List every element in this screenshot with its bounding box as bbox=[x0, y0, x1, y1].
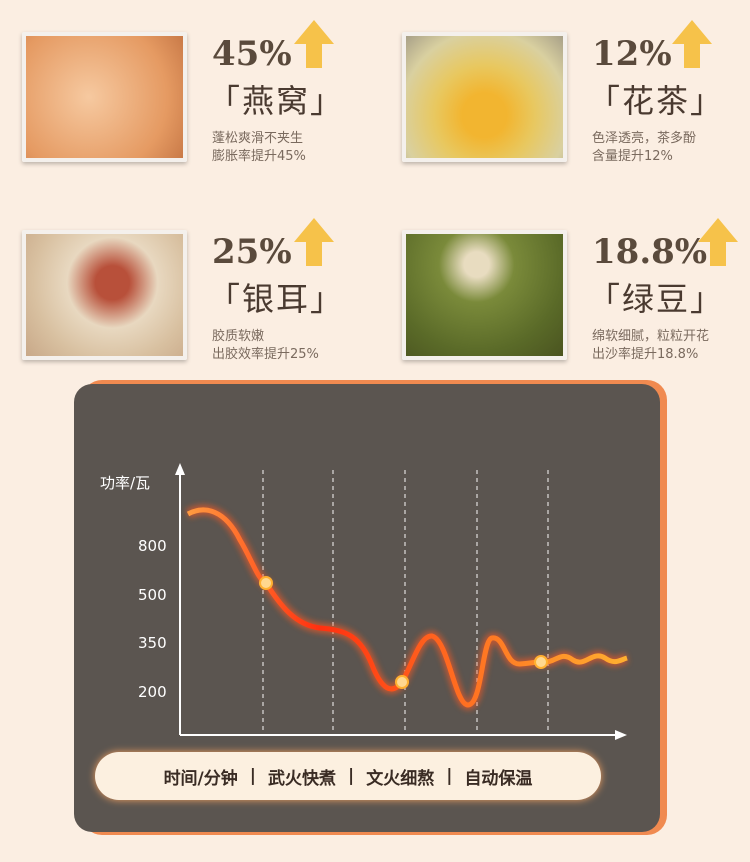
x-axis-arrow bbox=[615, 730, 627, 740]
up-arrow-icon bbox=[672, 20, 712, 68]
food-name: 「花茶」 bbox=[588, 82, 725, 120]
mung-beans-image bbox=[402, 230, 567, 360]
up-arrow-icon bbox=[294, 218, 334, 266]
x-axis-label: 时间/分钟 bbox=[163, 768, 238, 789]
desc-line: 出胶效率提升25% bbox=[212, 347, 319, 362]
food-name: 「燕窝」 bbox=[208, 82, 345, 120]
feature-white-fungus: 25% 「银耳」 胶质软嫩出胶效率提升25% bbox=[22, 218, 382, 370]
feature-flower-tea: 12% 「花茶」 色泽透亮，茶多酚 含量提升12% bbox=[402, 20, 750, 172]
phase-simmer: 文火细熬 bbox=[366, 768, 435, 789]
description: 蓬松爽滑不夹生 膨胀率提升45% bbox=[212, 130, 306, 166]
desc-line: 绵软细腻，粒粒开花 bbox=[592, 329, 710, 344]
description: 绵软细腻，粒粒开花 出沙率提升18.8% bbox=[592, 328, 709, 364]
desc-line: 蓬松爽滑不夹生 bbox=[212, 131, 304, 146]
y-tick: 350 bbox=[138, 634, 167, 652]
percent: 12% bbox=[592, 34, 672, 74]
y-tick: 800 bbox=[138, 537, 167, 555]
desc-line: 胶质软嫩 bbox=[212, 329, 265, 344]
up-arrow-icon bbox=[294, 20, 334, 68]
white-fungus-image bbox=[22, 230, 187, 360]
separator: | bbox=[348, 766, 355, 786]
percent: 45% bbox=[212, 34, 292, 74]
curve-marker bbox=[395, 675, 409, 689]
power-curve bbox=[186, 507, 628, 708]
bird-nest-image bbox=[22, 32, 187, 162]
phase-high-heat: 武火快煮 bbox=[268, 768, 336, 789]
separator: | bbox=[249, 766, 256, 786]
percent: 25% bbox=[212, 232, 292, 272]
curve-marker bbox=[534, 655, 548, 669]
flower-tea-image bbox=[402, 32, 567, 162]
phase-keep-warm: 自动保温 bbox=[464, 768, 533, 789]
separator: | bbox=[446, 766, 453, 786]
description: 胶质软嫩出胶效率提升25% bbox=[212, 328, 319, 364]
description: 色泽透亮，茶多酚 含量提升12% bbox=[592, 130, 696, 166]
feature-bird-nest: 45% 「燕窝」 蓬松爽滑不夹生 膨胀率提升45% bbox=[22, 20, 382, 172]
phase-legend: 时间/分钟 | 武火快煮 | 文火细熬 | 自动保温 bbox=[95, 752, 601, 800]
y-tick: 500 bbox=[138, 586, 167, 604]
food-name: 「银耳」 bbox=[208, 280, 345, 318]
desc-line: 含量提升12% bbox=[592, 149, 673, 164]
desc-line: 色泽透亮，茶多酚 bbox=[592, 131, 697, 146]
feature-mung-beans: 18.8% 「绿豆」 绵软细腻，粒粒开花 出沙率提升18.8% bbox=[402, 218, 750, 370]
y-tick: 200 bbox=[138, 683, 167, 701]
food-name: 「绿豆」 bbox=[588, 280, 725, 318]
y-axis-arrow bbox=[175, 463, 185, 475]
y-axis-label: 功率/瓦 bbox=[100, 474, 151, 492]
percent: 18.8% bbox=[592, 232, 708, 272]
up-arrow-icon bbox=[698, 218, 738, 266]
desc-line: 膨胀率提升45% bbox=[212, 149, 306, 164]
curve-marker bbox=[259, 576, 273, 590]
desc-line: 出沙率提升18.8% bbox=[592, 347, 699, 362]
